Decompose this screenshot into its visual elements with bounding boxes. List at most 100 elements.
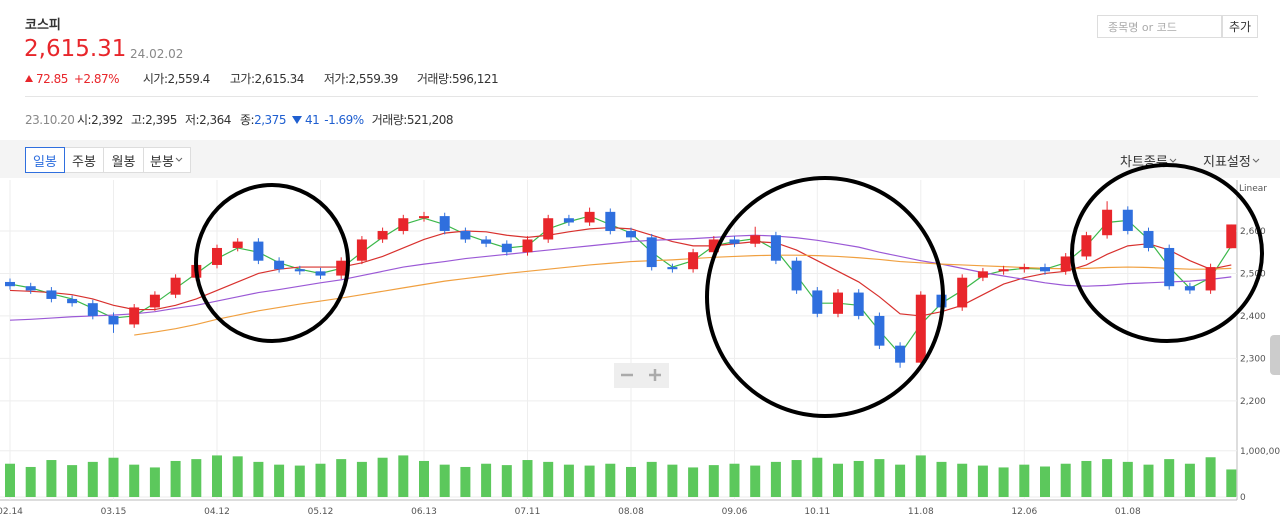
candle-body xyxy=(1184,286,1195,291)
candle-body xyxy=(688,252,699,270)
indicator-menu[interactable]: 지표설정 xyxy=(1203,151,1261,170)
candle-body xyxy=(294,269,305,272)
candle-body xyxy=(1019,267,1030,270)
candle-body xyxy=(1143,230,1154,248)
y-tick-label: 2,300 xyxy=(1240,354,1266,364)
x-tick-label: 08.08 xyxy=(618,507,644,517)
scale-label: Linear xyxy=(1239,184,1267,194)
quote-row: 72.85 +2.87% 시가:2,559.4 고가:2,615.34 저가:2… xyxy=(25,70,499,87)
x-tick-label: 02.14 xyxy=(0,507,23,517)
volume-bar xyxy=(1081,460,1092,497)
volume-bar xyxy=(584,465,595,497)
volume-bar xyxy=(605,463,616,497)
volume-bar xyxy=(377,457,388,497)
search-input[interactable]: 종목명 or 코드 xyxy=(1097,15,1222,38)
volume-bar xyxy=(708,465,719,497)
volume-bar xyxy=(853,460,864,497)
volume-bar xyxy=(936,461,947,497)
chevron xyxy=(175,157,183,162)
candle-body xyxy=(1164,247,1175,287)
candle-body xyxy=(25,286,36,291)
side-handle[interactable] xyxy=(1270,335,1280,375)
candle-body xyxy=(791,260,802,291)
volume-bar xyxy=(460,466,471,497)
volume-bar xyxy=(67,465,78,497)
candle-body xyxy=(1205,267,1216,291)
zoom-control[interactable] xyxy=(614,363,669,388)
tab-daily[interactable]: 일봉 xyxy=(25,147,65,173)
candle-body xyxy=(1060,256,1071,272)
candle-body xyxy=(915,294,926,363)
volume-bar xyxy=(419,460,429,497)
candle-body xyxy=(212,247,222,265)
cursor-row: 23.10.20 시:2,392 고:2,395 저:2,364 종: 2,37… xyxy=(25,111,453,128)
y-tick-label: 2,200 xyxy=(1240,397,1266,407)
volume-bar xyxy=(232,456,243,497)
candle-body xyxy=(812,290,823,314)
volume-bar xyxy=(915,455,926,497)
candle-body xyxy=(481,239,492,244)
candle-body xyxy=(170,277,181,295)
volume-bar xyxy=(1040,466,1050,497)
volume-bar xyxy=(25,466,36,497)
moving-average-line xyxy=(9,234,1232,321)
candle-body xyxy=(232,241,243,248)
volume-bar xyxy=(812,457,823,497)
x-tick-label: 03.15 xyxy=(101,507,127,517)
cursor-open: 시:2,392 xyxy=(77,113,123,127)
candle-body xyxy=(46,290,57,299)
volume-bar xyxy=(626,466,636,497)
candle-body xyxy=(253,241,264,261)
candle-body xyxy=(5,281,15,287)
x-tick-label: 09.06 xyxy=(722,507,748,517)
quote-date: 24.02.02 xyxy=(130,47,184,61)
annotation-circle xyxy=(705,176,945,418)
volume-bar xyxy=(833,463,843,497)
candle-body xyxy=(377,230,388,240)
low: 저가:2,559.39 xyxy=(323,72,399,86)
volume-bar xyxy=(1164,459,1175,497)
volume-bar xyxy=(87,461,98,497)
volume-bar xyxy=(750,465,761,497)
candle-body xyxy=(398,218,409,231)
volume-bar xyxy=(1102,459,1113,497)
candle-body xyxy=(895,345,906,363)
volume-tick-label: 0 xyxy=(1240,493,1246,503)
candle-body xyxy=(833,292,843,314)
volume-bar xyxy=(149,467,160,497)
index-price: 2,615.31 xyxy=(24,36,127,62)
tab-monthly[interactable]: 월봉 xyxy=(103,147,144,173)
volume-bar xyxy=(398,455,409,497)
add-button[interactable]: 추가 xyxy=(1222,15,1258,38)
cursor-change: 41 xyxy=(304,112,320,127)
candle-body xyxy=(356,239,367,261)
moving-average-line xyxy=(9,226,1232,317)
candle-body xyxy=(129,307,140,325)
volume-bar xyxy=(356,461,367,497)
annotation-circle xyxy=(1070,163,1264,343)
candle-body xyxy=(957,277,968,308)
volume-bar xyxy=(522,460,533,497)
x-tick-label: 04.12 xyxy=(204,507,230,517)
candle-body xyxy=(315,271,326,276)
candle-body xyxy=(274,260,285,270)
volume-bar xyxy=(1060,463,1071,497)
y-tick-label: 2,400 xyxy=(1240,312,1266,322)
candle-body xyxy=(584,211,595,223)
x-tick-label: 10.11 xyxy=(804,507,830,517)
volume-bar xyxy=(294,465,305,497)
toolbar xyxy=(0,140,1280,178)
x-tick-label: 01.08 xyxy=(1115,507,1141,517)
volume-bar xyxy=(957,463,968,497)
tab-minute[interactable]: 분봉 xyxy=(143,147,191,173)
volume-bar xyxy=(1184,463,1195,497)
x-tick-label: 05.12 xyxy=(308,507,334,517)
chevron xyxy=(1169,158,1177,163)
open: 시가:2,559.4 xyxy=(142,72,210,86)
volume-bar xyxy=(895,464,906,497)
volume-bar xyxy=(1019,464,1030,497)
candle-body xyxy=(605,211,616,231)
volume-bar xyxy=(998,467,1009,497)
